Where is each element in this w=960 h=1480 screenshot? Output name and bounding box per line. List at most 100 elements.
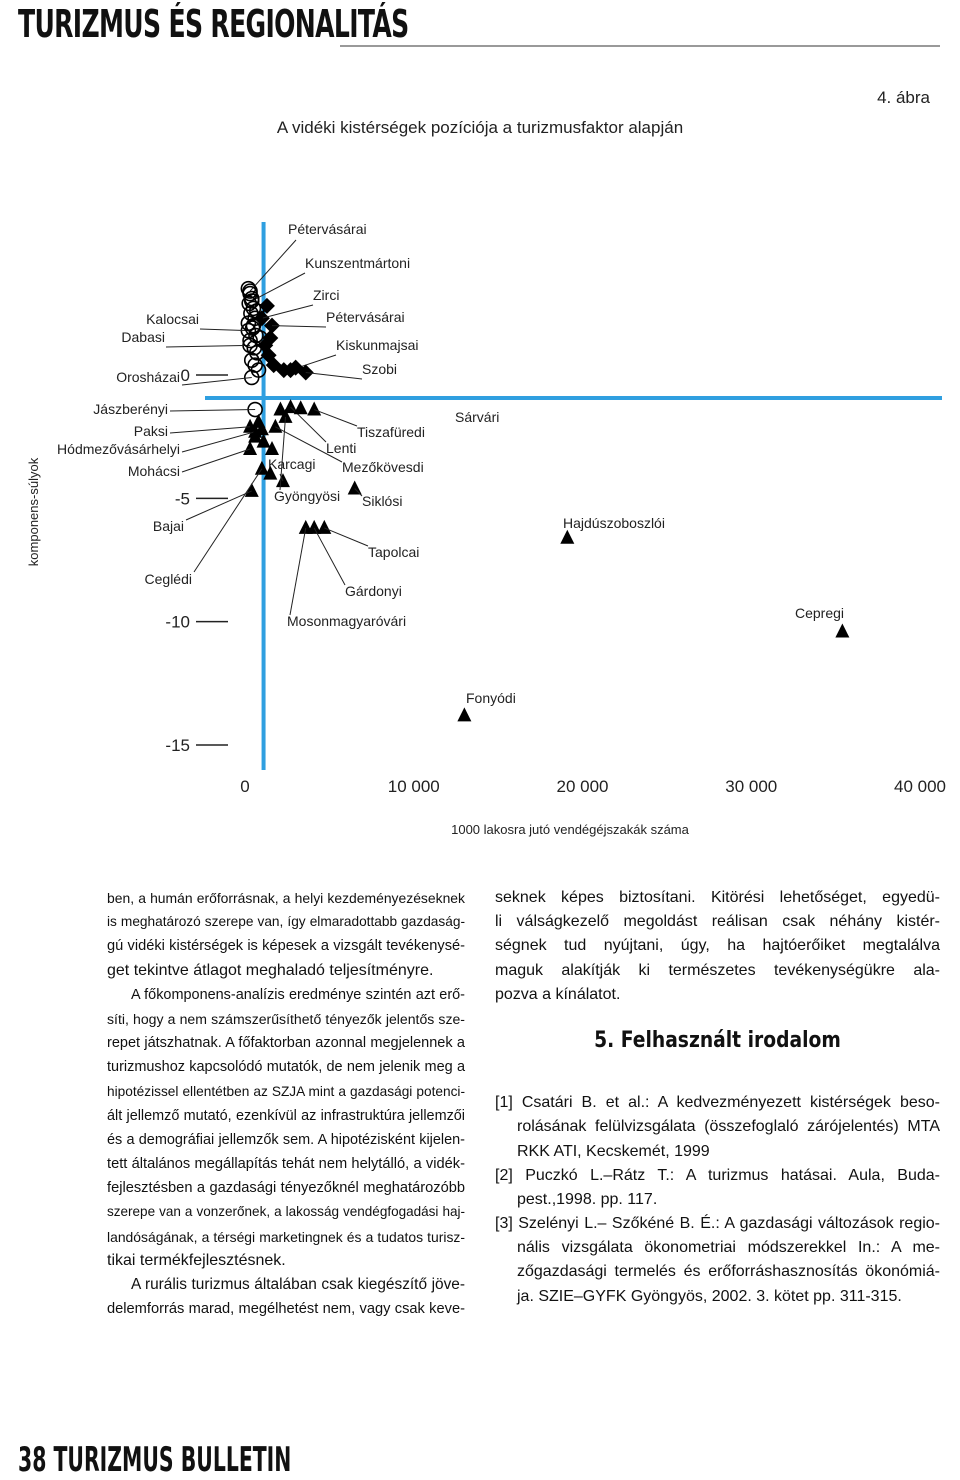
reference-line: [1] Csatári B. et al.: A kedvezményezett… [495,1094,940,1112]
text-line: is meghatározó szerepe van, így elmarado… [107,914,465,930]
x-tick-label: 0 [240,777,249,796]
left-column: ben, a humán erőforrásnak, a helyi kezde… [107,886,465,1321]
point-label: Hódmezővásárhelyi [57,441,180,457]
point-triangle [278,408,293,423]
text-line: maguk alakítják ki természetes tevékenys… [495,961,940,979]
point-label: Zirci [313,287,339,303]
y-tick-label: 0 [181,366,190,385]
chart: 4. ábra A vidéki kistérségek pozíciója a… [26,88,946,837]
point-diamond [258,297,275,314]
point-label: Szobi [362,361,397,377]
point-triangle [265,441,279,455]
point-label: Lenti [326,440,356,456]
chart-title: A vidéki kistérségek pozíciója a turizmu… [277,118,683,137]
point-triangle [268,418,283,433]
leader-line [169,409,256,412]
point-label: Karcagi [268,456,315,472]
leader-line [314,409,358,427]
point-label: Dabasi [121,329,165,345]
leader-line [181,376,252,386]
point-label: Tapolcai [368,544,419,560]
text-line: delemforrás marad, megélhetést nem, vagy… [107,1301,465,1318]
point-diamond [287,359,304,376]
point-triangle [243,441,258,455]
point-label: Gárdonyi [345,583,402,599]
point-triangle [248,428,263,443]
point-label: Kalocsai [146,311,199,327]
references: [1] Csatári B. et al.: A kedvezményezett… [495,1091,940,1309]
point-label: Mohácsi [128,463,180,479]
text-line: síti, hogy a nem számszerűsíthető tényez… [107,1010,465,1027]
point-label: Pétervásárai [326,309,405,325]
reference-line: ja. SZIE–GYFK Gyöngyös, 2002. 3. kötet p… [517,1287,902,1305]
leader-line [169,426,251,434]
point-diamond [275,362,292,379]
point-triangle [283,399,298,414]
leader-line [279,473,284,482]
text-line: get tekintve átlagot meghaladó teljesítm… [107,961,434,979]
point-triangle [273,401,288,416]
reference-line: nális vizsgálata ökonometriai módszerekk… [517,1239,940,1257]
point-label: Mezőkövesdi [342,459,424,475]
point-label: Jászberényi [93,401,168,417]
reference-line: pest.,1998. pp. 117. [517,1190,658,1208]
point-circle [247,357,263,373]
reference-line: rolásának felülvizsgálata (összefoglaló … [517,1118,940,1136]
reference-line: zőgazdasági termelés és erőforráshasznos… [517,1263,940,1281]
leader-line [324,527,369,547]
text-line: repet játszhatnak. A főfaktorban azonnal… [107,1035,465,1052]
leader-line [181,448,251,473]
point-label: Fonyódi [466,690,516,706]
point-triangle [263,465,278,480]
text-line: turizmushoz kapcsolódó mutatók, de nem j… [107,1059,465,1076]
leader-line [354,488,363,497]
text-line: szerepe van a vonzerőnek, a lakosság ven… [107,1204,465,1220]
leader-line [275,426,343,463]
y-tick-label: -5 [175,489,190,508]
point-triangle [835,623,850,638]
point-label: Bajai [153,518,184,534]
point-label: Tiszafüredi [357,424,425,440]
text-line: ált jellemző mutató, ezenkívül az infras… [107,1107,465,1124]
point-label: Kunszentmártoni [305,255,410,271]
reference-line: [3] Szelényi L.– Szőkéné B. É.: A gazdas… [495,1215,940,1233]
point-label: Gyöngyösi [274,488,340,504]
y-tick-label: -10 [165,613,190,632]
point-circle [250,362,267,378]
point-triangle [347,480,362,495]
point-triangle [317,519,332,534]
text-line: A rurális turizmus általában csak kiegés… [131,1276,465,1293]
header-title: TURIZMUS ÉS REGIONALITÁS [18,2,409,46]
x-tick-label: 40 000 [894,777,946,796]
x-tick-label: 10 000 [388,777,440,796]
text-line: seknek képes biztosítani. Kitörési lehet… [495,889,940,906]
leader-line [181,431,256,453]
x-axis-label: 1000 lakosra jutó vendégéjszakák száma [451,822,690,837]
leader-line [313,527,346,586]
text-line: landóságának, a térségi marketingnek és … [107,1228,465,1245]
reference-line: RKK ATI, Kecskemét, 1999 [517,1142,710,1160]
leader-line [261,304,314,319]
text-line: fejlesztésben a gazdasági tényezőknél me… [107,1180,465,1197]
point-label: Cepregi [795,605,844,621]
point-diamond [257,337,274,354]
point-circle [242,332,258,349]
point-label: Pétervásárai [288,221,367,237]
text-line: A főkomponens-analízis eredménye szintén… [131,986,465,1003]
point-triangle [254,460,269,475]
point-label: Mosonmagyaróvári [287,613,406,629]
point-triangle [256,433,271,448]
leader-line [165,344,251,348]
point-triangle [457,707,472,722]
text-line: ben, a humán erőforrásnak, a helyi kezde… [107,890,465,906]
text-line: gú vidéki kistérségek is képesek a vizsg… [107,938,465,955]
right-column: seknek képes biztosítani. Kitörési lehet… [495,886,940,1309]
leader-line [271,325,327,328]
text-line: és a demográfiai jellemzők sem. A hipoté… [107,1131,465,1148]
header-rule [340,45,940,47]
y-axis-label: komponens-súlyok [26,457,41,566]
leader-line [305,372,363,380]
figure-number: 4. ábra [877,88,930,107]
y-tick-label: -15 [165,736,190,755]
